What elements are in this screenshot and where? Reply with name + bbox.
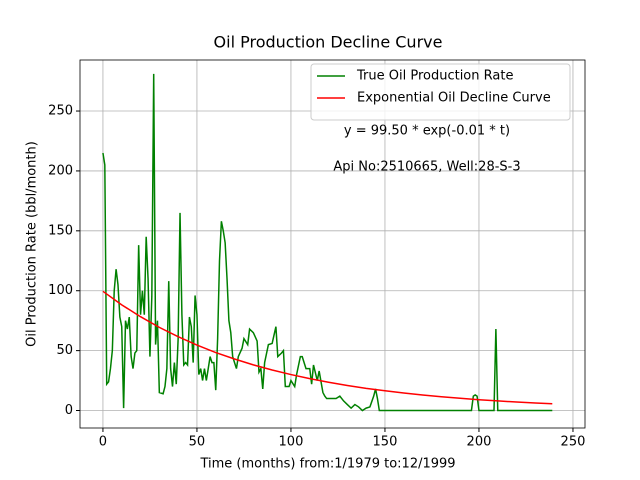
legend-label: Exponential Oil Decline Curve xyxy=(357,91,551,106)
y-tick-label: 50 xyxy=(56,343,73,358)
series-line xyxy=(102,73,553,412)
x-axis-label: Time (months) from:1/1979 to:12/1999 xyxy=(199,457,455,472)
annotation: Api No:2510665, Well:28-S-3 xyxy=(333,160,520,175)
annotation: y = 99.50 * exp(-0.01 * t) xyxy=(344,124,510,139)
legend-box xyxy=(310,63,571,121)
x-tick-label: 150 xyxy=(373,435,398,450)
y-tick-label: 250 xyxy=(48,104,73,119)
chart-title: Oil Production Decline Curve xyxy=(214,33,443,52)
series-line xyxy=(102,290,553,405)
x-tick-label: 0 xyxy=(99,435,107,450)
y-axis-label: Oil Production Rate (bbl/month) xyxy=(25,141,40,347)
x-tick-label: 200 xyxy=(467,435,492,450)
y-tick-label: 200 xyxy=(48,163,73,178)
x-tick-label: 50 xyxy=(189,435,206,450)
x-tick-label: 250 xyxy=(561,435,586,450)
y-tick-label: 100 xyxy=(48,283,73,298)
y-tick-label: 150 xyxy=(48,223,73,238)
legend-label: True Oil Production Rate xyxy=(356,69,513,84)
y-tick-label: 0 xyxy=(65,403,73,418)
x-tick-label: 100 xyxy=(279,435,304,450)
plot-frame xyxy=(79,59,586,429)
